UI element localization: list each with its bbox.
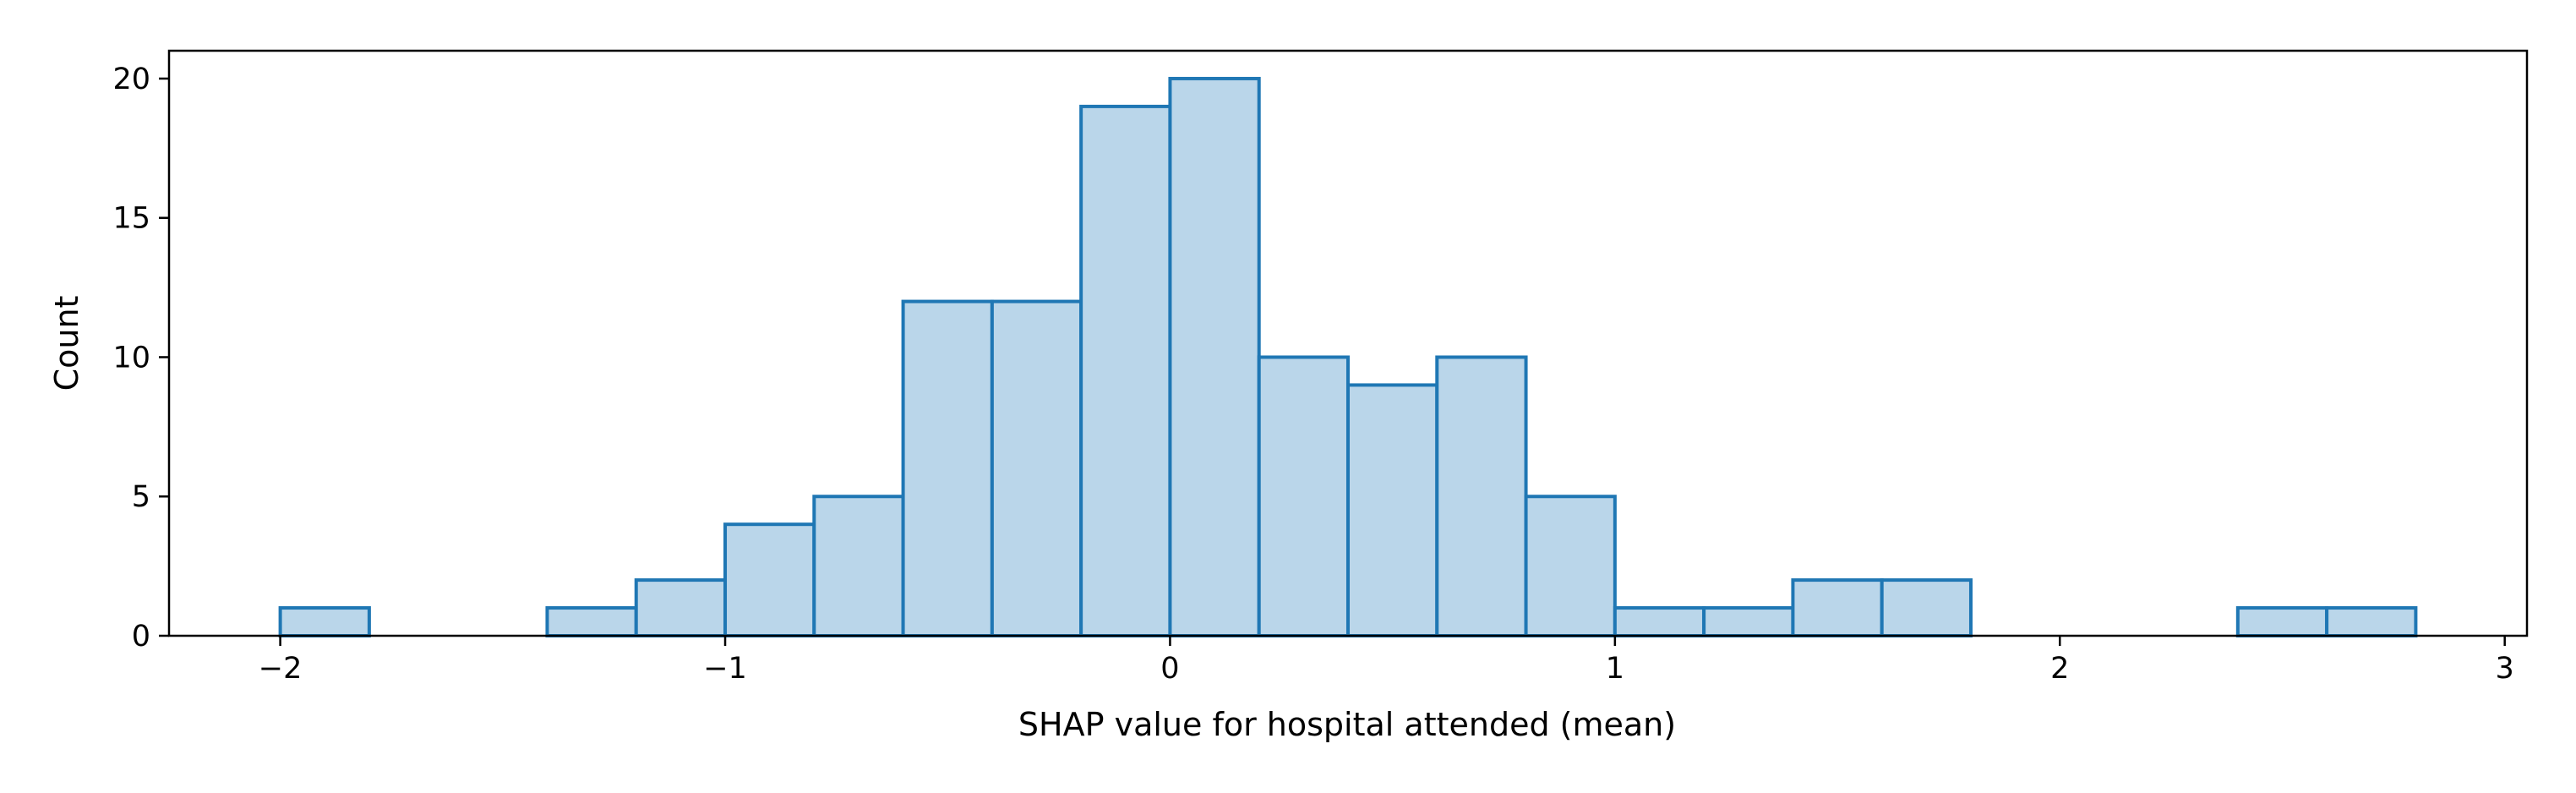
histogram-bar xyxy=(1880,578,1973,637)
x-tick-label: 2 xyxy=(2050,652,2069,686)
histogram-bar xyxy=(2235,606,2329,637)
histogram-bar xyxy=(1702,606,1795,637)
y-axis-ticks: 0 5 10 15 20 xyxy=(112,63,169,654)
y-tick-label: 5 xyxy=(132,480,150,514)
y-tick-label: 15 xyxy=(112,202,150,236)
x-tick-label: 1 xyxy=(1606,652,1624,686)
histogram-bar xyxy=(1791,578,1884,637)
x-axis-ticks: −2 −1 0 1 2 3 xyxy=(259,636,2514,686)
y-tick-label: 0 xyxy=(132,620,150,654)
x-tick-label: −2 xyxy=(259,652,303,686)
x-axis-label: SHAP value for hospital attended (mean) xyxy=(1018,706,1676,743)
histogram-bar xyxy=(901,299,994,637)
histogram-bar xyxy=(545,606,638,637)
y-axis-label: Count xyxy=(48,296,85,391)
plot-frame xyxy=(167,49,2529,637)
histogram-bar xyxy=(278,606,371,637)
y-tick-label: 20 xyxy=(112,63,150,96)
x-tick-label: 3 xyxy=(2496,652,2514,686)
histogram-bar xyxy=(1346,383,1439,637)
x-tick-label: 0 xyxy=(1160,652,1179,686)
y-tick-label: 10 xyxy=(112,341,150,375)
histogram-bar xyxy=(2325,606,2418,637)
x-tick-label: −1 xyxy=(703,652,747,686)
histogram-bar xyxy=(1079,104,1172,637)
histogram-bar xyxy=(1613,606,1706,637)
histogram-bar xyxy=(1435,355,1528,637)
histogram-bar xyxy=(990,299,1083,637)
histogram-bar xyxy=(1524,495,1617,637)
histogram-bar xyxy=(1168,76,1261,637)
histogram-bar xyxy=(634,578,728,637)
histogram-bar xyxy=(812,495,905,637)
histogram-bar xyxy=(1257,355,1351,637)
histogram-bars xyxy=(278,76,2418,638)
histogram-bar xyxy=(723,522,816,638)
